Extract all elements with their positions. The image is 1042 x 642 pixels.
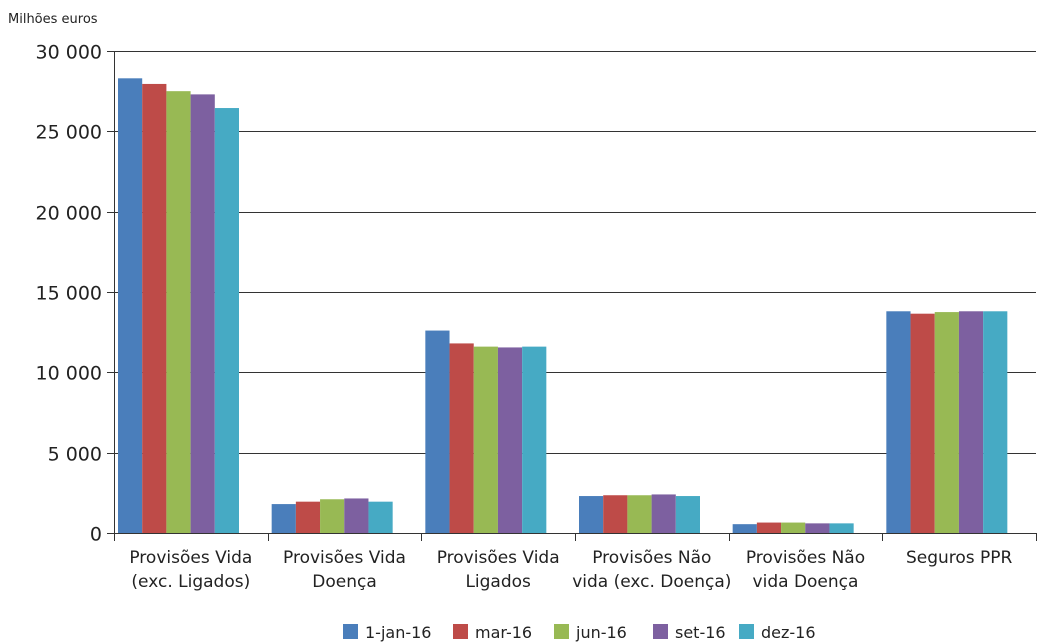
y-tick-label: 25 000 <box>36 122 102 144</box>
bar <box>627 495 652 533</box>
y-axis-ticks: 0 5 000 10 000 15 000 20 000 25 000 30 000 <box>36 42 102 546</box>
bar <box>118 78 143 534</box>
bar <box>271 504 296 533</box>
bar <box>425 330 450 533</box>
gridlines <box>107 51 1037 541</box>
bar <box>886 311 911 533</box>
bar <box>473 346 498 533</box>
bar <box>675 496 700 533</box>
bar <box>603 495 628 533</box>
bar <box>732 524 757 533</box>
legend-swatch <box>739 624 754 639</box>
legend-swatch <box>453 624 468 639</box>
bar <box>368 501 393 533</box>
x-axis-ticks: Provisões Vida (exc. Ligados) Provisões Vi… <box>129 548 1012 592</box>
x-tick-label: Provisões Vida Ligados <box>437 548 560 592</box>
x-tick-label: Provisões Não vida (exc. Doença) <box>572 548 731 592</box>
bar <box>344 498 369 533</box>
y-tick-label: 10 000 <box>36 363 102 385</box>
legend-label: mar-16 <box>475 623 532 642</box>
bar <box>651 494 676 533</box>
y-tick-label: 15 000 <box>36 283 102 305</box>
bar <box>166 91 191 534</box>
bar <box>497 347 523 533</box>
legend-label: 1-jan-16 <box>365 623 431 642</box>
bar <box>934 312 959 533</box>
bar <box>983 311 1008 533</box>
x-tick-label: Provisões Vida Doença <box>283 548 406 592</box>
bar <box>295 501 321 533</box>
bar <box>320 499 345 533</box>
legend-label: jun-16 <box>575 623 627 642</box>
bar <box>756 522 782 533</box>
y-tick-label: 30 000 <box>36 42 102 64</box>
bar <box>579 496 604 533</box>
y-tick-label: 5 000 <box>48 444 102 466</box>
legend: 1-jan-16 mar-16 jun-16 set-16 dez-16 <box>343 623 816 642</box>
bar <box>214 108 239 533</box>
legend-label: set-16 <box>675 623 726 642</box>
bar <box>910 313 935 533</box>
y-tick-label: 0 <box>90 524 102 546</box>
legend-swatch <box>554 624 569 639</box>
bar <box>449 343 474 533</box>
bar <box>829 523 854 533</box>
bar <box>805 523 830 533</box>
legend-swatch <box>343 624 358 639</box>
bar <box>522 346 547 533</box>
bar <box>781 522 806 533</box>
y-tick-label: 20 000 <box>36 203 102 225</box>
unit-label: Milhões euros <box>8 12 98 27</box>
bar <box>142 83 167 533</box>
bars <box>118 78 1008 534</box>
bar <box>190 94 215 533</box>
x-tick-label: Seguros PPR <box>906 548 1013 568</box>
x-tick-label: Provisões Não vida Doença <box>746 548 865 592</box>
bar <box>958 311 984 533</box>
legend-label: dez-16 <box>761 623 816 642</box>
x-tick-label: Provisões Vida (exc. Ligados) <box>129 548 252 592</box>
legend-swatch <box>653 624 668 639</box>
